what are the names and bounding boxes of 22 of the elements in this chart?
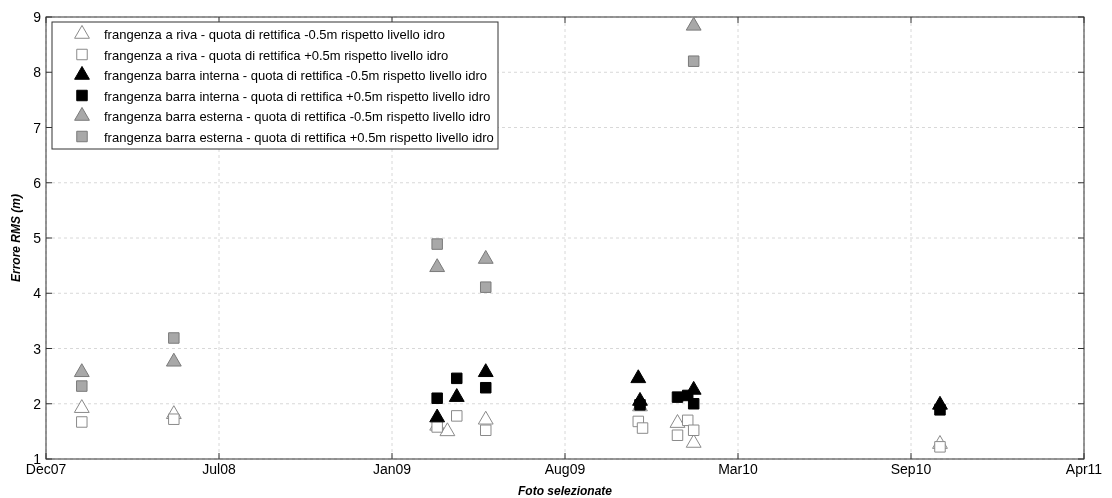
legend-label: frangenza barra interna - quota di rettifica +0.5m rispetto livello idro xyxy=(104,88,491,104)
x-axis-title: Foto selezionate xyxy=(517,484,613,498)
x-tick-label: Aug09 xyxy=(544,461,586,477)
y-tick-label: 8 xyxy=(33,64,42,81)
x-tick-label: Sep10 xyxy=(890,461,932,477)
legend-label: frangenza barra esterna - quota di rettifica -0.5m rispetto livello idro xyxy=(104,109,491,124)
x-tick-label: Jul08 xyxy=(202,461,236,477)
y-tick-label: 5 xyxy=(33,230,42,246)
x-tick-label: Mar10 xyxy=(718,461,759,477)
x-tick-label: Apr11 xyxy=(1065,461,1103,477)
legend-label: frangenza a riva - quota di rettifica -0.5m rispetto livello idro xyxy=(104,27,446,42)
legend-label: frangenza barra interna - quota di rettifica -0.5m rispetto livello idro xyxy=(104,68,487,83)
y-tick-label: 7 xyxy=(33,119,42,136)
legend-label: frangenza barra esterna - quota di rettifica +0.5m rispetto livello idro xyxy=(104,129,494,145)
y-tick-label: 6 xyxy=(33,174,42,191)
y-tick-label: 2 xyxy=(33,395,42,412)
y-tick-label: 4 xyxy=(33,285,42,302)
y-axis-title: Errore RMS (m) xyxy=(9,193,23,283)
x-tick-label: Jan09 xyxy=(372,461,412,477)
y-tick-label: 3 xyxy=(33,340,42,357)
y-tick-label: 9 xyxy=(33,9,42,25)
legend-label: frangenza a riva - quota di rettifica +0.5m rispetto livello idro xyxy=(104,47,449,63)
